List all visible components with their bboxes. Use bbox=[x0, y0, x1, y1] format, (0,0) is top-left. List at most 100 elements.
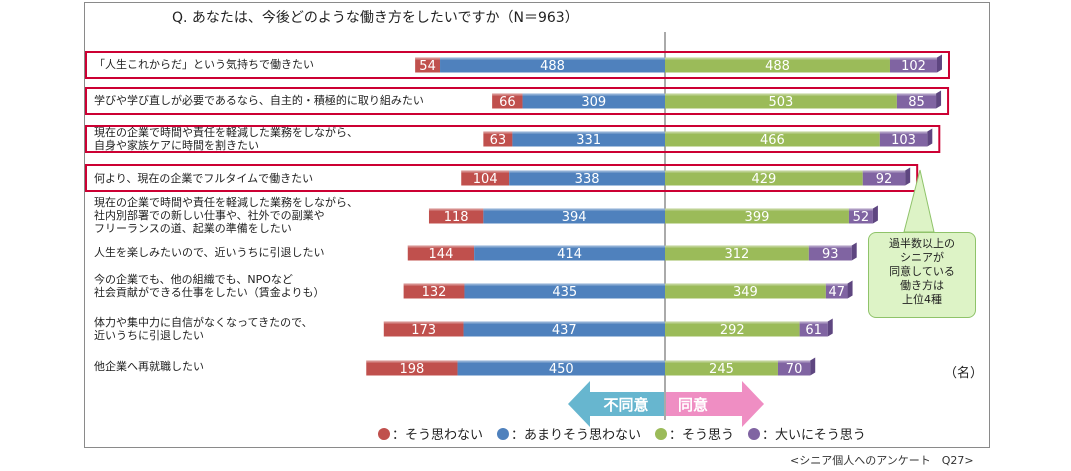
data-label: 245 bbox=[709, 362, 734, 377]
bar-end-bevel bbox=[905, 167, 911, 186]
bar-1 bbox=[461, 170, 510, 186]
bar-1 bbox=[483, 131, 513, 147]
bar-highlight bbox=[896, 93, 937, 96]
bar-4 bbox=[862, 170, 906, 186]
bar-2 bbox=[440, 57, 665, 73]
bar-highlight bbox=[407, 245, 475, 248]
bar-end-bevel bbox=[810, 357, 816, 376]
bar-highlight bbox=[808, 245, 852, 248]
data-label: 70 bbox=[786, 362, 803, 377]
data-label: 47 bbox=[828, 285, 845, 300]
data-label: 85 bbox=[908, 95, 925, 110]
data-label: 312 bbox=[725, 247, 750, 262]
bar-highlight bbox=[665, 131, 880, 134]
bar-highlight bbox=[415, 57, 441, 60]
agree-arrow bbox=[666, 381, 764, 427]
legend-dot-icon bbox=[655, 427, 668, 440]
data-label: 488 bbox=[765, 59, 790, 74]
bar-end-bevel bbox=[936, 90, 942, 109]
bar-1 bbox=[383, 321, 464, 337]
highlight-box bbox=[85, 87, 950, 115]
data-label: 198 bbox=[399, 362, 424, 377]
data-label: 399 bbox=[745, 210, 770, 225]
bar-highlight bbox=[665, 170, 863, 173]
data-label: 488 bbox=[540, 59, 565, 74]
legend-item: ：そう思わない bbox=[378, 424, 483, 443]
bar-2 bbox=[463, 321, 665, 337]
bar-highlight bbox=[665, 360, 778, 363]
bar-3 bbox=[665, 283, 826, 299]
data-label: 331 bbox=[576, 133, 601, 148]
bar-highlight bbox=[457, 360, 665, 363]
bar-highlight bbox=[428, 208, 484, 211]
data-label: 414 bbox=[557, 247, 582, 262]
legend-label: ：大いにそう思う bbox=[762, 428, 866, 443]
row-label: 他企業へ再就職したい bbox=[94, 360, 204, 373]
data-label: 102 bbox=[901, 59, 926, 74]
bar-2 bbox=[483, 208, 665, 224]
row-label: 学びや学び直しが必要であるなら、自主的・積極的に取り組みたい bbox=[94, 94, 424, 107]
data-label: 92 bbox=[876, 172, 893, 187]
data-label: 466 bbox=[760, 133, 785, 148]
data-label: 292 bbox=[720, 323, 745, 338]
bar-highlight bbox=[665, 57, 890, 60]
row-label: 現在の企業で時間や責任を軽減した業務をしながら、 自身や家族ケアに時間を割きたい bbox=[94, 126, 358, 152]
unit-label: （名） bbox=[944, 366, 984, 381]
bar-highlight bbox=[665, 93, 897, 96]
bar-2 bbox=[522, 93, 665, 109]
chart-title: Q. あなたは、今後どのような働き方をしたいですか（N＝963） bbox=[172, 10, 579, 26]
legend: ：そう思わない ：あまりそう思わない ：そう思う ：大いにそう思う bbox=[378, 424, 866, 443]
bar-highlight bbox=[403, 283, 465, 286]
bar-highlight bbox=[366, 360, 458, 363]
highlight-box bbox=[85, 125, 941, 153]
bar-3 bbox=[665, 170, 863, 186]
bar-end-bevel bbox=[927, 128, 933, 147]
bar-highlight bbox=[665, 208, 849, 211]
bar-end-bevel bbox=[827, 318, 833, 337]
highlight-box bbox=[85, 164, 919, 192]
bar-1 bbox=[492, 93, 523, 109]
bar-highlight bbox=[383, 321, 464, 324]
bar-highlight bbox=[464, 283, 665, 286]
bar-highlight bbox=[474, 245, 665, 248]
bar-1 bbox=[403, 283, 465, 299]
disagree-arrow bbox=[568, 381, 664, 427]
data-label: 173 bbox=[411, 323, 436, 338]
bar-2 bbox=[457, 360, 665, 376]
bar-highlight bbox=[879, 131, 928, 134]
data-label: 394 bbox=[562, 210, 587, 225]
data-label: 437 bbox=[552, 323, 577, 338]
bar-2 bbox=[464, 283, 665, 299]
bar-4 bbox=[799, 321, 828, 337]
bar-highlight bbox=[463, 321, 665, 324]
row-label: 現在の企業で時間や責任を軽減した業務をしながら、 社内別部署での新しい仕事や、社… bbox=[94, 196, 358, 235]
bar-highlight bbox=[492, 93, 523, 96]
data-label: 104 bbox=[473, 172, 498, 187]
bar-1 bbox=[428, 208, 484, 224]
bar-2 bbox=[509, 170, 665, 186]
bar-highlight bbox=[522, 93, 665, 96]
bar-end-bevel bbox=[851, 242, 857, 261]
data-label: 61 bbox=[805, 323, 822, 338]
legend-label: ：あまりそう思わない bbox=[511, 428, 642, 443]
bar-highlight bbox=[665, 321, 800, 324]
row-label: 「人生これからだ」という気持ちで働きたい bbox=[94, 58, 314, 71]
row-label: 何より、現在の企業でフルタイムで働きたい bbox=[94, 172, 314, 185]
bar-2 bbox=[512, 131, 665, 147]
data-label: 54 bbox=[419, 59, 436, 74]
legend-item: ：あまりそう思わない bbox=[497, 424, 641, 443]
bar-3 bbox=[665, 208, 849, 224]
data-label: 429 bbox=[751, 172, 776, 187]
bar-highlight bbox=[825, 283, 848, 286]
bar-4 bbox=[889, 57, 937, 73]
data-label: 450 bbox=[549, 362, 574, 377]
data-label: 66 bbox=[499, 95, 516, 110]
bar-3 bbox=[665, 131, 880, 147]
disagree-label: 不同意 bbox=[603, 396, 648, 414]
bar-highlight bbox=[483, 131, 513, 134]
data-label: 52 bbox=[853, 210, 870, 225]
chart-frame bbox=[84, 2, 990, 448]
data-label: 132 bbox=[422, 285, 447, 300]
source-note: <シニア個人へのアンケート Q27> bbox=[790, 454, 974, 467]
